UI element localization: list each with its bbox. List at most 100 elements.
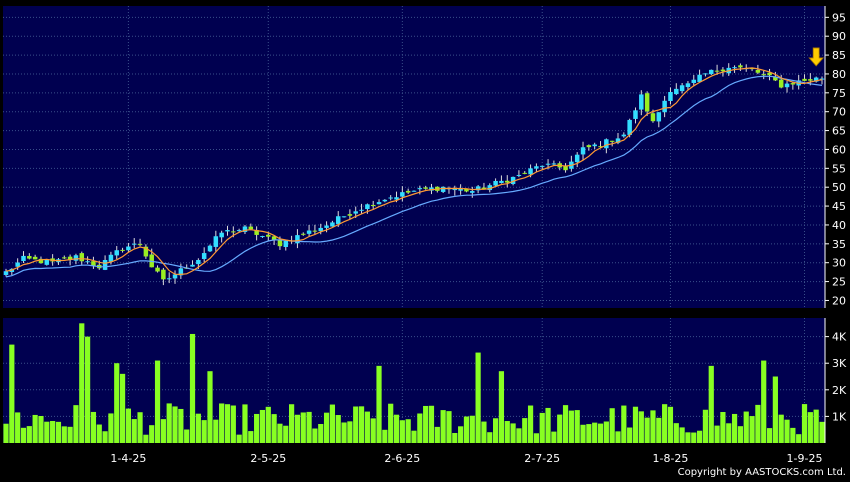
volume-bar	[166, 403, 172, 443]
volume-bar	[743, 411, 749, 443]
volume-bar	[632, 406, 639, 443]
volume-bar	[294, 414, 301, 443]
volume-bar	[568, 410, 574, 443]
volume-bar	[90, 411, 97, 443]
volume-bar	[487, 432, 493, 443]
candle-body	[382, 199, 388, 202]
candle-body	[709, 69, 714, 75]
candle-body	[213, 236, 219, 247]
volume-tick-label: 3K	[832, 357, 847, 370]
volume-bar	[586, 424, 592, 443]
volume-bar	[347, 421, 353, 443]
candle-body	[394, 197, 399, 200]
candle-body	[341, 216, 347, 218]
candle-body	[615, 138, 621, 143]
candle-body	[388, 197, 393, 199]
volume-bar	[259, 409, 266, 443]
candle-body	[545, 163, 551, 165]
x-tick-label: 2-7-25	[524, 452, 560, 465]
volume-bar	[61, 426, 67, 443]
volume-bar	[801, 404, 808, 443]
candle-body	[592, 144, 597, 147]
candle-body	[505, 180, 510, 183]
volume-bar	[312, 428, 318, 443]
candle-body	[475, 186, 481, 191]
volume-bar	[85, 336, 91, 443]
volume-bar	[539, 412, 545, 443]
candle-body	[778, 79, 784, 88]
candle-body	[38, 258, 44, 264]
candle-body	[324, 225, 329, 228]
candle-body	[656, 112, 662, 122]
volume-bar	[335, 415, 341, 443]
volume-bar	[370, 418, 376, 443]
candle-body	[668, 92, 673, 101]
volume-bar	[685, 432, 691, 443]
candle-body	[802, 78, 807, 81]
volume-bar	[667, 406, 674, 443]
volume-bar	[772, 376, 778, 443]
candle-body	[697, 74, 702, 82]
volume-bar	[119, 373, 126, 443]
candle-body	[15, 262, 20, 267]
volume-bar	[55, 421, 62, 443]
volume-bar	[580, 424, 586, 443]
volume-bar	[522, 418, 528, 443]
candle-body	[295, 235, 300, 244]
candle-body	[674, 88, 679, 95]
candle-body	[819, 78, 825, 80]
candle-body	[423, 187, 428, 189]
volume-bar	[178, 408, 184, 443]
volume-bar	[731, 413, 738, 443]
candle-body	[236, 230, 242, 232]
candle-body	[440, 186, 446, 192]
volume-bar	[498, 371, 505, 443]
volume-bar	[393, 414, 400, 443]
volume-bar	[399, 420, 405, 443]
candle-body	[452, 188, 458, 191]
volume-bar	[184, 429, 190, 443]
volume-bar	[726, 423, 732, 443]
volume-bar	[766, 428, 773, 443]
volume-tick-label: 1K	[832, 410, 847, 423]
candle-body	[143, 246, 149, 257]
volume-bar	[353, 406, 359, 443]
x-tick-label: 2-6-25	[384, 452, 420, 465]
volume-bar	[189, 333, 196, 443]
volume-bar	[749, 416, 755, 443]
volume-bar	[557, 414, 563, 443]
moving-average-short	[5, 67, 823, 276]
volume-bar	[300, 412, 306, 443]
candle-body	[27, 256, 32, 259]
candle-body	[493, 180, 498, 186]
volume-bar	[405, 419, 411, 443]
candle-body	[172, 274, 178, 279]
candle-body	[458, 188, 463, 191]
candle-body	[609, 140, 615, 142]
volume-bar	[784, 419, 790, 443]
volume-bar	[26, 426, 32, 443]
price-tick-label: 90	[832, 30, 846, 43]
candle-body	[627, 119, 632, 135]
volume-bar	[195, 413, 201, 443]
price-tick-label: 70	[832, 106, 846, 119]
volume-bar	[20, 427, 27, 443]
volume-bar	[458, 426, 464, 443]
volume-bar	[230, 405, 236, 443]
candle-body	[417, 188, 423, 190]
candle-body	[499, 180, 504, 184]
volume-bar	[609, 408, 615, 443]
volume-bar	[329, 404, 335, 443]
candle-body	[621, 134, 627, 137]
price-tick-label: 30	[832, 257, 846, 270]
volume-bar	[796, 434, 802, 443]
price-tick-label: 80	[832, 68, 846, 81]
price-tick-label: 40	[832, 219, 846, 232]
volume-bar	[562, 405, 569, 443]
volume-bar	[615, 431, 621, 443]
volume-axis: 1K 2K 3K 4K	[824, 318, 847, 443]
candle-body	[85, 261, 90, 263]
volume-bar	[67, 426, 73, 443]
down-arrow-icon	[808, 47, 825, 67]
candle-body	[44, 259, 50, 265]
